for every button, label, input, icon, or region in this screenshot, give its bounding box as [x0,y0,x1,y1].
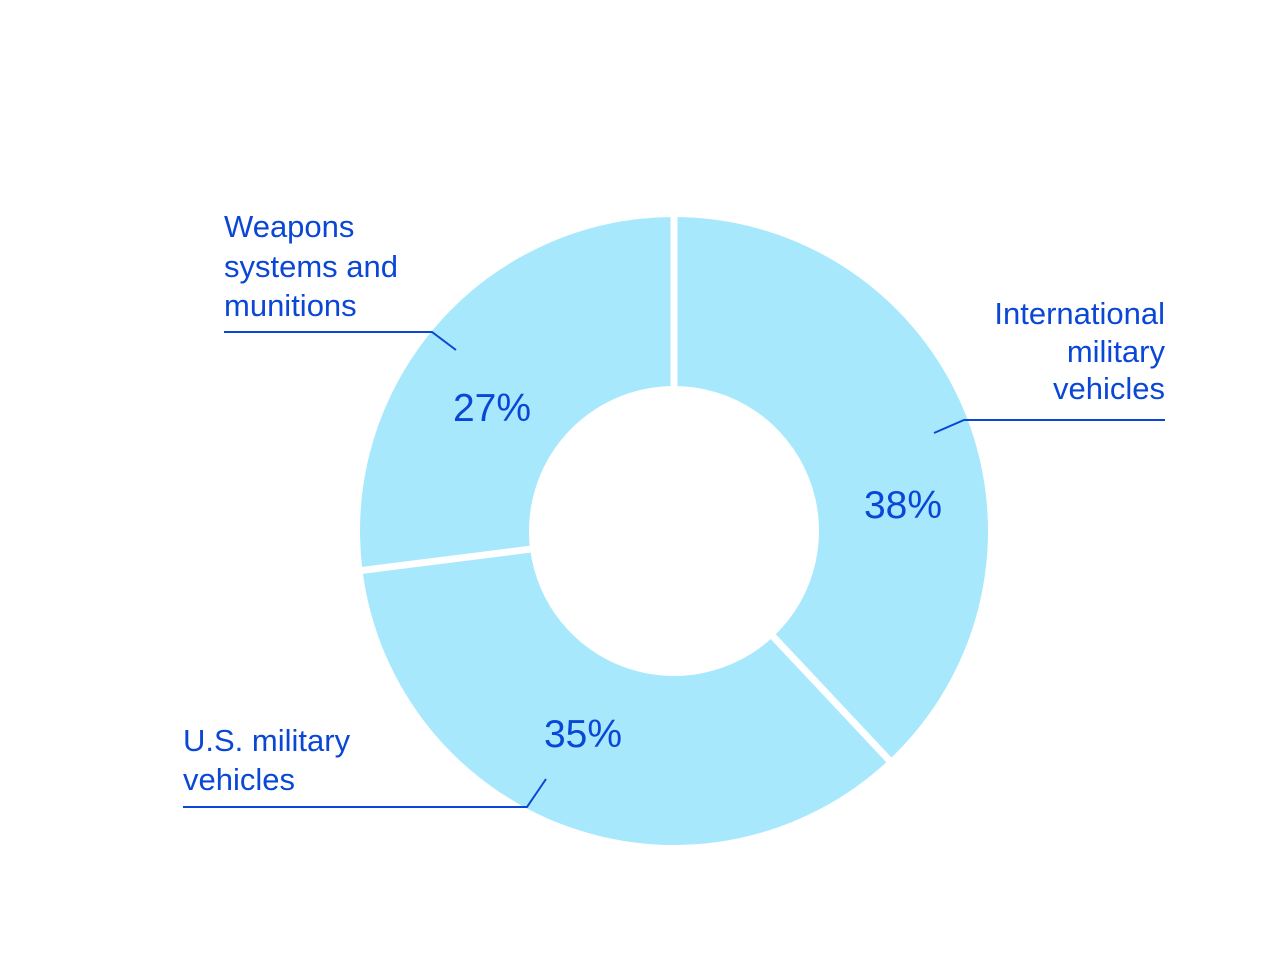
slice-label-line: vehicles [1053,371,1165,406]
slice-international-military-vehicles [674,217,989,760]
slice-value-label-weapons-systems-and-munitions: 27% [453,387,531,430]
slice-label-line: vehicles [183,762,295,797]
slice-label-line: military [1067,334,1166,369]
slice-weapons-systems-and-munitions [360,217,674,571]
donut-slices [360,215,989,845]
slice-label-line: International [994,296,1165,331]
leader-line-weapons-systems-and-munitions [224,331,457,351]
slice-value-label-international-military-vehicles: 38% [864,484,942,527]
slice-category-label-weapons-systems-and-munitions: Weapons systems and munitions [224,209,398,323]
slice-category-label-international-military-vehicles: International military vehicles [994,296,1165,406]
slice-separator [769,632,893,764]
slice-label-line: U.S. military [183,723,351,758]
slice-category-label-us-military-vehicles: U.S. military vehicles [183,723,351,797]
slice-label-line: systems and [224,249,398,284]
leader-line-us-military-vehicles [183,778,547,808]
slice-label-line: munitions [224,288,357,323]
slice-label-line: Weapons [224,209,354,244]
slice-separator [360,545,533,575]
slice-value-label-us-military-vehicles: 35% [544,713,622,756]
slice-us-military-vehicles [362,549,889,845]
leader-line-international-military-vehicles [933,419,1165,434]
